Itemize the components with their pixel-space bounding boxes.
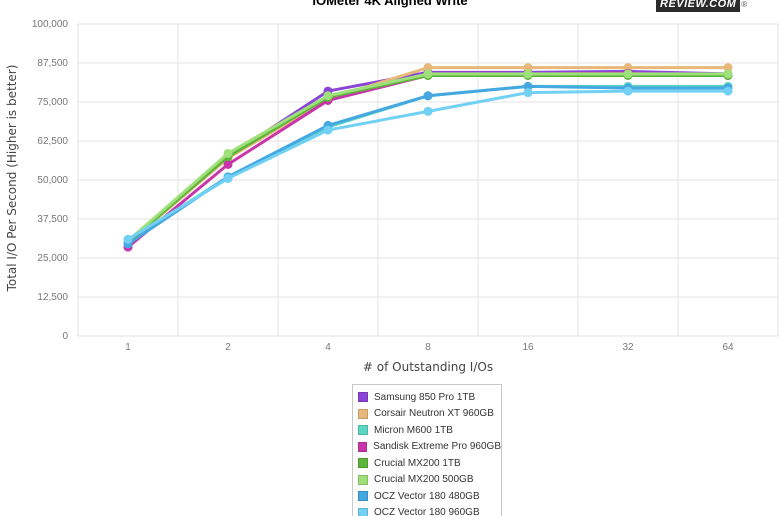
legend-swatch (358, 474, 368, 485)
data-point (223, 159, 233, 169)
x-tick-label: 16 (522, 342, 534, 353)
x-tick-label: 32 (622, 342, 634, 353)
y-tick-label: 25,000 (37, 253, 68, 264)
data-point (423, 91, 433, 101)
series-crucial-mx200-500gb (123, 69, 733, 246)
legend-label: Crucial MX200 500GB (374, 474, 474, 486)
logo-registered-mark: ® (741, 0, 748, 9)
legend-label: Samsung 850 Pro 1TB (374, 391, 476, 403)
y-tick-label: 37,500 (37, 214, 68, 225)
x-tick-label: 2 (225, 342, 231, 353)
data-point (423, 106, 433, 116)
legend-label: OCZ Vector 180 960GB (374, 507, 480, 516)
y-tick-label: 87,500 (37, 58, 68, 69)
data-point (523, 63, 533, 73)
legend-label: Micron M600 1TB (374, 424, 453, 436)
y-tick-label: 0 (62, 331, 68, 342)
legend-item: Micron M600 1TB (358, 422, 501, 439)
chart-legend: Samsung 850 Pro 1TB Corsair Neutron XT 96… (352, 384, 502, 516)
x-tick-labels: 1 2 4 8 16 32 64 (125, 342, 734, 353)
x-tick-label: 64 (722, 342, 734, 353)
data-point (423, 69, 433, 79)
data-point (223, 148, 233, 158)
data-point (523, 81, 533, 91)
data-point (423, 63, 433, 73)
x-tick-label: 4 (325, 342, 331, 353)
legend-swatch (358, 425, 368, 436)
legend-swatch (358, 392, 368, 403)
legend-label: Crucial MX200 1TB (374, 457, 461, 469)
data-point (723, 86, 733, 96)
x-axis-label: # of Outstanding I/Os (363, 360, 493, 374)
x-tick-label: 8 (425, 342, 431, 353)
data-point (323, 91, 333, 101)
legend-item: Crucial MX200 500GB (358, 472, 501, 489)
y-tick-labels: 0 12,500 25,000 37,500 50,000 62,500 75,000 87,… (32, 19, 69, 342)
legend-swatch (358, 441, 368, 452)
data-point (523, 88, 533, 98)
x-tick-label: 1 (125, 342, 131, 353)
data-point (623, 69, 633, 79)
chart-area: IOMeter 4K Aligned Write 0 12,500 25,000 37… (5, 0, 779, 374)
legend-swatch (358, 458, 368, 469)
y-tick-label: 50,000 (37, 175, 68, 186)
data-point (723, 63, 733, 73)
site-logo: REVIEW.COM ® (656, 0, 747, 13)
series-line (127, 73, 728, 244)
legend-label: Sandisk Extreme Pro 960GB (373, 441, 501, 453)
legend-swatch (358, 408, 368, 419)
legend-label: OCZ Vector 180 480GB (374, 490, 480, 502)
data-point (323, 125, 333, 135)
data-point (623, 86, 633, 96)
legend-item: Corsair Neutron XT 960GB (358, 406, 501, 423)
data-point (223, 173, 233, 183)
y-axis-label: Total I/O Per Second (Higher is better) (5, 65, 19, 293)
chart-title: IOMeter 4K Aligned Write (312, 0, 467, 8)
series-lines (123, 63, 733, 252)
legend-item: Crucial MX200 1TB (358, 455, 501, 472)
data-point (723, 69, 733, 79)
y-tick-label: 62,500 (37, 136, 68, 147)
grid (77, 23, 779, 337)
y-tick-label: 75,000 (37, 97, 68, 108)
series-ocz-vector-180-960gb (123, 86, 733, 244)
legend-item: OCZ Vector 180 960GB (358, 505, 501, 516)
legend-swatch (358, 507, 368, 516)
data-point (523, 69, 533, 79)
logo-text: REVIEW.COM (656, 0, 741, 12)
y-tick-label: 100,000 (32, 19, 69, 30)
legend-label: Corsair Neutron XT 960GB (374, 408, 494, 420)
data-point (123, 234, 133, 244)
legend-item: Samsung 850 Pro 1TB (358, 389, 501, 406)
y-tick-label: 12,500 (37, 292, 68, 303)
legend-item: OCZ Vector 180 480GB (358, 488, 501, 505)
legend-swatch (358, 491, 368, 502)
legend-item: Sandisk Extreme Pro 960GB (358, 439, 501, 456)
